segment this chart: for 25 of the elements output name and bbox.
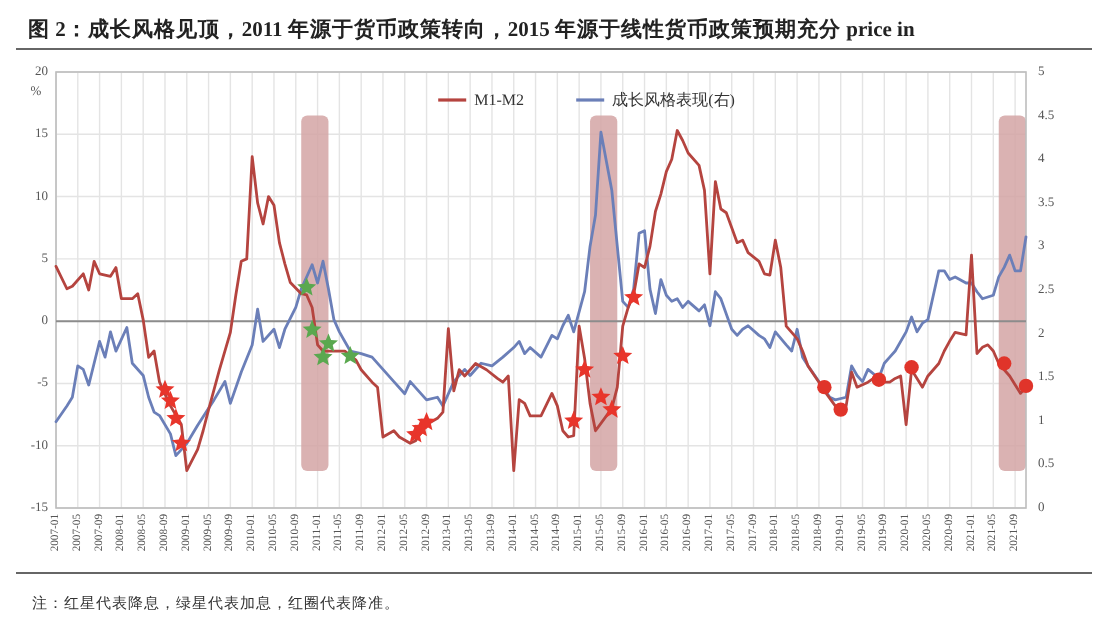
chart-title: 图 2：成长风格见顶，2011 年源于货币政策转向，2015 年源于线性货币政策预期充分 price in bbox=[28, 16, 915, 42]
point bbox=[591, 387, 611, 406]
point bbox=[602, 399, 622, 418]
point bbox=[297, 277, 317, 296]
point bbox=[171, 433, 191, 452]
point bbox=[160, 390, 180, 409]
point bbox=[417, 412, 437, 431]
point bbox=[313, 347, 333, 366]
point bbox=[871, 372, 887, 387]
point bbox=[904, 360, 919, 375]
point bbox=[340, 346, 360, 365]
point bbox=[997, 356, 1012, 371]
point bbox=[155, 379, 175, 398]
legend-label: M1-M2 bbox=[474, 91, 524, 109]
legend-label: 成长风格表现(右) bbox=[612, 91, 736, 109]
point bbox=[1018, 378, 1034, 394]
point bbox=[613, 346, 633, 365]
point bbox=[575, 359, 595, 378]
point bbox=[817, 379, 832, 395]
point bbox=[564, 410, 584, 429]
point bbox=[624, 287, 644, 306]
point bbox=[833, 402, 848, 417]
point bbox=[302, 319, 322, 338]
point bbox=[318, 333, 338, 352]
point bbox=[166, 408, 186, 427]
